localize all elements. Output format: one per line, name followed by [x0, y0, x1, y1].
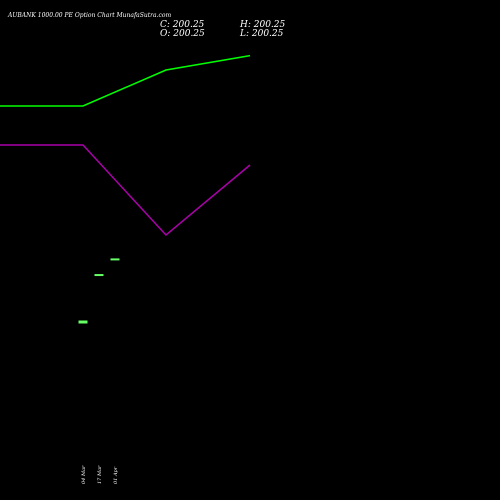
series-line-0	[0, 54, 251, 107]
ohlc-low: L: 200.25	[240, 29, 284, 39]
ohlc-close: C: 200.25	[160, 20, 205, 30]
series-line-1	[0, 144, 251, 237]
ohlc-open: O: 200.25	[160, 29, 205, 39]
x-tick-label: 17 Mar	[97, 465, 103, 484]
chart-title: AUBANK 1000.00 PE Option Chart MunafaSut…	[8, 12, 172, 19]
x-tick-label: 04 Mar	[81, 465, 87, 484]
candle-0	[78, 320, 88, 324]
candle-1	[94, 274, 104, 277]
candle-2	[110, 258, 120, 261]
ohlc-high: H: 200.25	[240, 20, 286, 30]
x-tick-label: 01 Apr	[113, 466, 119, 484]
